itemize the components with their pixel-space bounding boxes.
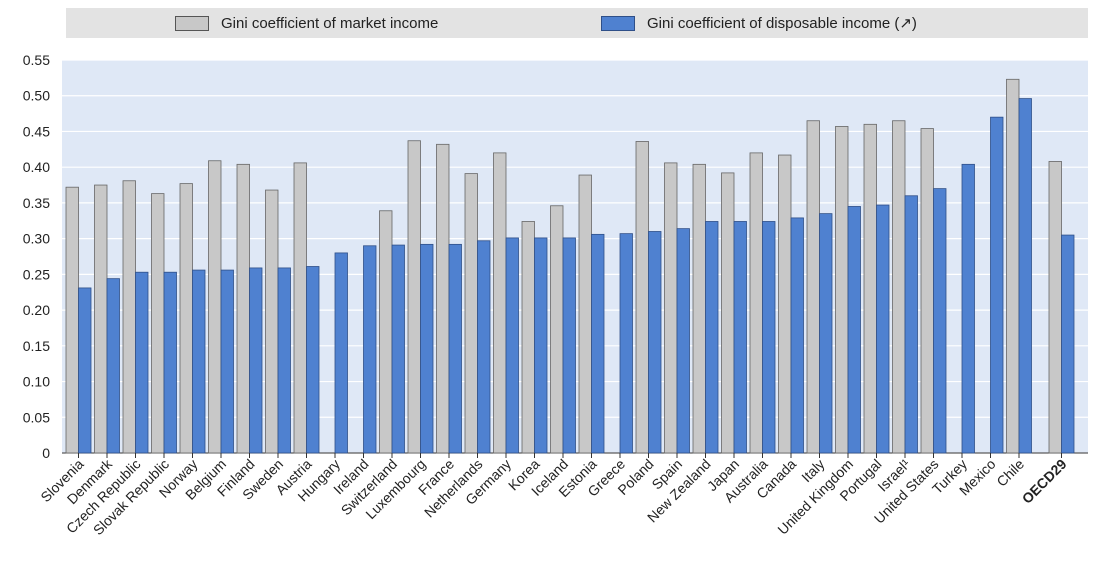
- bar-market-income: [550, 205, 564, 454]
- legend-swatch-market-income: [175, 15, 209, 31]
- bar-disposable-income: [847, 206, 861, 454]
- legend-label-disposable-income: Gini coefficient of disposable income (↗…: [647, 15, 917, 32]
- bar-market-income: [436, 143, 450, 454]
- bar-disposable-income: [676, 228, 690, 454]
- bar-market-income: [692, 163, 706, 454]
- x-category-chile: Chile: [993, 456, 1027, 490]
- bar-disposable-income: [876, 204, 890, 454]
- bar-disposable-income: [135, 271, 149, 454]
- bar-disposable-income: [1061, 234, 1075, 454]
- bar-disposable-income: [933, 188, 947, 454]
- y-tick-label: 0.20: [23, 302, 50, 318]
- legend-swatch-disposable-income: [601, 15, 635, 31]
- y-tick-label: 0.10: [23, 374, 50, 390]
- y-tick-label: 0.40: [23, 159, 50, 175]
- legend-label-market-income: Gini coefficient of market income: [221, 14, 439, 32]
- bar-market-income: [208, 160, 222, 454]
- chart-legend: Gini coefficient of market income Gini c…: [66, 8, 1088, 38]
- bar-disposable-income: [277, 267, 291, 454]
- bar-disposable-income: [249, 267, 263, 454]
- bar-disposable-income: [648, 231, 662, 454]
- y-tick-label: 0.05: [23, 409, 50, 425]
- bar-market-income: [635, 141, 649, 454]
- bar-disposable-income: [819, 213, 833, 454]
- legend-item-disposable-income: Gini coefficient of disposable income (↗…: [601, 14, 917, 32]
- bar-disposable-income: [619, 233, 633, 454]
- y-tick-label: 0.50: [23, 88, 50, 104]
- bar-market-income: [892, 120, 906, 454]
- bar-disposable-income: [220, 269, 234, 454]
- bar-disposable-income: [391, 244, 405, 454]
- bar-disposable-income: [562, 237, 576, 454]
- bar-disposable-income: [334, 252, 348, 454]
- bar-disposable-income: [591, 233, 605, 454]
- bar-market-income: [664, 162, 678, 454]
- bar-market-income: [1006, 78, 1020, 454]
- bar-disposable-income: [448, 243, 462, 454]
- bar-disposable-income: [790, 217, 804, 454]
- bar-disposable-income: [477, 240, 491, 454]
- bar-disposable-income: [306, 266, 320, 454]
- bar-market-income: [65, 186, 79, 454]
- bar-disposable-income: [762, 221, 776, 454]
- bar-disposable-income: [733, 221, 747, 454]
- bar-disposable-income: [106, 278, 120, 454]
- bar-disposable-income: [192, 269, 206, 454]
- bar-disposable-income: [990, 116, 1004, 454]
- legend-item-market-income: Gini coefficient of market income: [175, 14, 438, 32]
- bar-market-income: [265, 189, 279, 454]
- y-tick-label: 0.15: [23, 338, 50, 354]
- x-category-oecd29: OECD29: [1019, 456, 1070, 507]
- bar-market-income: [122, 180, 136, 454]
- bar-market-income: [151, 193, 165, 454]
- bar-market-income: [749, 152, 763, 454]
- bar-market-income: [379, 210, 393, 454]
- y-tick-label: 0.35: [23, 195, 50, 211]
- bar-market-income: [493, 152, 507, 454]
- bar-disposable-income: [1018, 98, 1032, 454]
- bar-disposable-income: [961, 163, 975, 454]
- bar-disposable-income: [904, 195, 918, 454]
- bar-market-income: [521, 221, 535, 454]
- y-tick-label: 0.30: [23, 231, 50, 247]
- bar-market-income: [236, 163, 250, 454]
- bar-market-income: [578, 174, 592, 454]
- bar-disposable-income: [78, 287, 92, 454]
- bar-disposable-income: [705, 221, 719, 454]
- bar-market-income: [920, 128, 934, 454]
- bar-market-income: [778, 154, 792, 454]
- y-tick-label: 0.55: [23, 52, 50, 68]
- bar-market-income: [721, 172, 735, 454]
- bar-market-income: [806, 120, 820, 454]
- bar-disposable-income: [363, 245, 377, 454]
- y-tick-label: 0.45: [23, 123, 50, 139]
- bar-disposable-income: [420, 243, 434, 454]
- bar-market-income: [407, 140, 421, 454]
- bar-disposable-income: [505, 237, 519, 454]
- bar-market-income: [94, 184, 108, 454]
- bar-market-income: [464, 173, 478, 454]
- bar-market-income: [293, 162, 307, 454]
- bar-market-income: [1048, 161, 1062, 454]
- bar-market-income: [835, 126, 849, 454]
- bar-disposable-income: [534, 237, 548, 454]
- bar-market-income: [179, 183, 193, 454]
- y-tick-label: 0.25: [23, 266, 50, 282]
- bar-disposable-income: [163, 271, 177, 454]
- y-tick-label: 0: [42, 445, 50, 461]
- bar-market-income: [863, 123, 877, 454]
